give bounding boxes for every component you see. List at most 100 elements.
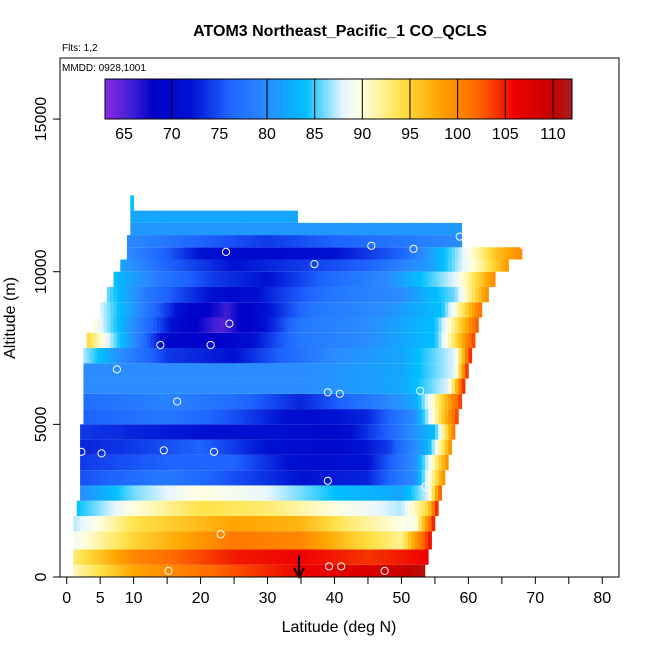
heatmap-cell xyxy=(374,409,379,425)
heatmap-cell xyxy=(224,470,228,486)
heatmap-cell xyxy=(294,210,299,223)
heatmap-cell xyxy=(247,454,252,471)
heatmap-cell xyxy=(153,235,158,248)
heatmap-cell xyxy=(317,564,322,577)
colorbar-swatch xyxy=(485,79,490,119)
heatmap-cell xyxy=(80,549,84,565)
heatmap-cell xyxy=(200,259,205,272)
heatmap-cell xyxy=(247,247,252,260)
colorbar-swatch xyxy=(168,79,173,119)
heatmap-cell xyxy=(367,393,372,410)
heatmap-cell xyxy=(163,286,168,303)
heatmap-cell xyxy=(404,378,409,394)
heatmap-cell xyxy=(371,470,376,486)
heatmap-cell xyxy=(297,222,302,236)
altitude-band xyxy=(130,210,299,223)
heatmap-cell xyxy=(126,286,131,303)
heatmap-cell xyxy=(411,515,416,532)
heatmap-cell xyxy=(441,393,446,410)
heatmap-cell xyxy=(237,222,242,236)
heatmap-cell xyxy=(106,500,111,516)
heatmap-cell xyxy=(116,454,121,471)
heatmap-cell xyxy=(220,348,225,364)
heatmap-cell xyxy=(334,393,339,410)
heatmap-cell xyxy=(324,286,329,303)
heatmap-cell xyxy=(290,531,295,550)
heatmap-cell xyxy=(381,564,386,577)
heatmap-cell xyxy=(515,247,519,260)
heatmap-cell xyxy=(287,222,292,236)
heatmap-cell xyxy=(414,235,419,248)
heatmap-cell xyxy=(458,393,463,410)
heatmap-cell xyxy=(200,286,205,303)
heatmap-cell xyxy=(86,454,91,471)
heatmap-cell xyxy=(394,500,399,516)
heatmap-cell xyxy=(411,439,416,455)
heatmap-cell xyxy=(384,363,389,379)
heatmap-cell xyxy=(270,564,275,577)
heatmap-cell xyxy=(173,409,178,425)
heatmap-cell xyxy=(270,348,275,364)
colorbar-swatch xyxy=(141,79,146,119)
heatmap-cell xyxy=(200,222,205,236)
heatmap-cell xyxy=(250,235,255,248)
heatmap-cell xyxy=(113,515,118,532)
heatmap-cell xyxy=(153,454,158,471)
heatmap-cell xyxy=(244,424,248,440)
heatmap-cell xyxy=(180,222,185,236)
heatmap-cell xyxy=(290,485,295,501)
heatmap-cell xyxy=(458,247,463,260)
heatmap-cell xyxy=(153,409,158,425)
heatmap-cell xyxy=(234,210,238,223)
heatmap-cell xyxy=(461,348,466,364)
heatmap-cell xyxy=(311,235,315,248)
heatmap-cell xyxy=(213,470,218,486)
heatmap-cell xyxy=(264,515,268,532)
heatmap-cell xyxy=(136,332,141,349)
heatmap-cell xyxy=(203,235,208,248)
heatmap-cell xyxy=(361,564,366,577)
heatmap-cell xyxy=(428,317,432,333)
heatmap-cell xyxy=(274,259,278,272)
heatmap-cell xyxy=(290,247,295,260)
heatmap-cell xyxy=(311,271,315,287)
heatmap-cell xyxy=(96,409,101,425)
heatmap-cell xyxy=(294,222,299,236)
heatmap-cell xyxy=(210,222,215,236)
heatmap-cell xyxy=(103,470,108,486)
heatmap-cell xyxy=(311,348,315,364)
heatmap-cell xyxy=(361,549,366,565)
heatmap-cell xyxy=(347,378,352,394)
heatmap-cell xyxy=(347,363,352,379)
heatmap-cell xyxy=(123,470,128,486)
heatmap-cell xyxy=(203,485,208,501)
heatmap-cell xyxy=(133,409,138,425)
heatmap-cell xyxy=(421,564,426,577)
heatmap-cell xyxy=(244,363,248,379)
heatmap-cell xyxy=(254,302,258,318)
colorbar-swatch xyxy=(341,79,346,119)
heatmap-cell xyxy=(123,424,128,440)
heatmap-cell xyxy=(254,271,258,287)
heatmap-cell xyxy=(388,235,392,248)
heatmap-cell xyxy=(213,348,218,364)
heatmap-cell xyxy=(143,222,148,236)
heatmap-cell xyxy=(324,485,329,501)
heatmap-cell xyxy=(408,259,412,272)
heatmap-cell xyxy=(374,378,379,394)
heatmap-cell xyxy=(140,515,145,532)
heatmap-cell xyxy=(334,470,339,486)
heatmap-cell xyxy=(247,363,252,379)
heatmap-cell xyxy=(227,564,232,577)
heatmap-cell xyxy=(203,317,208,333)
heatmap-cell xyxy=(90,363,94,379)
heatmap-cell xyxy=(327,317,332,333)
heatmap-cell xyxy=(388,424,392,440)
heatmap-cell xyxy=(344,409,349,425)
heatmap-cell xyxy=(451,247,456,260)
heatmap-cell xyxy=(314,485,319,501)
heatmap-cell xyxy=(230,439,235,455)
heatmap-cell xyxy=(190,271,195,287)
heatmap-cell xyxy=(434,439,439,455)
heatmap-cell xyxy=(401,531,406,550)
